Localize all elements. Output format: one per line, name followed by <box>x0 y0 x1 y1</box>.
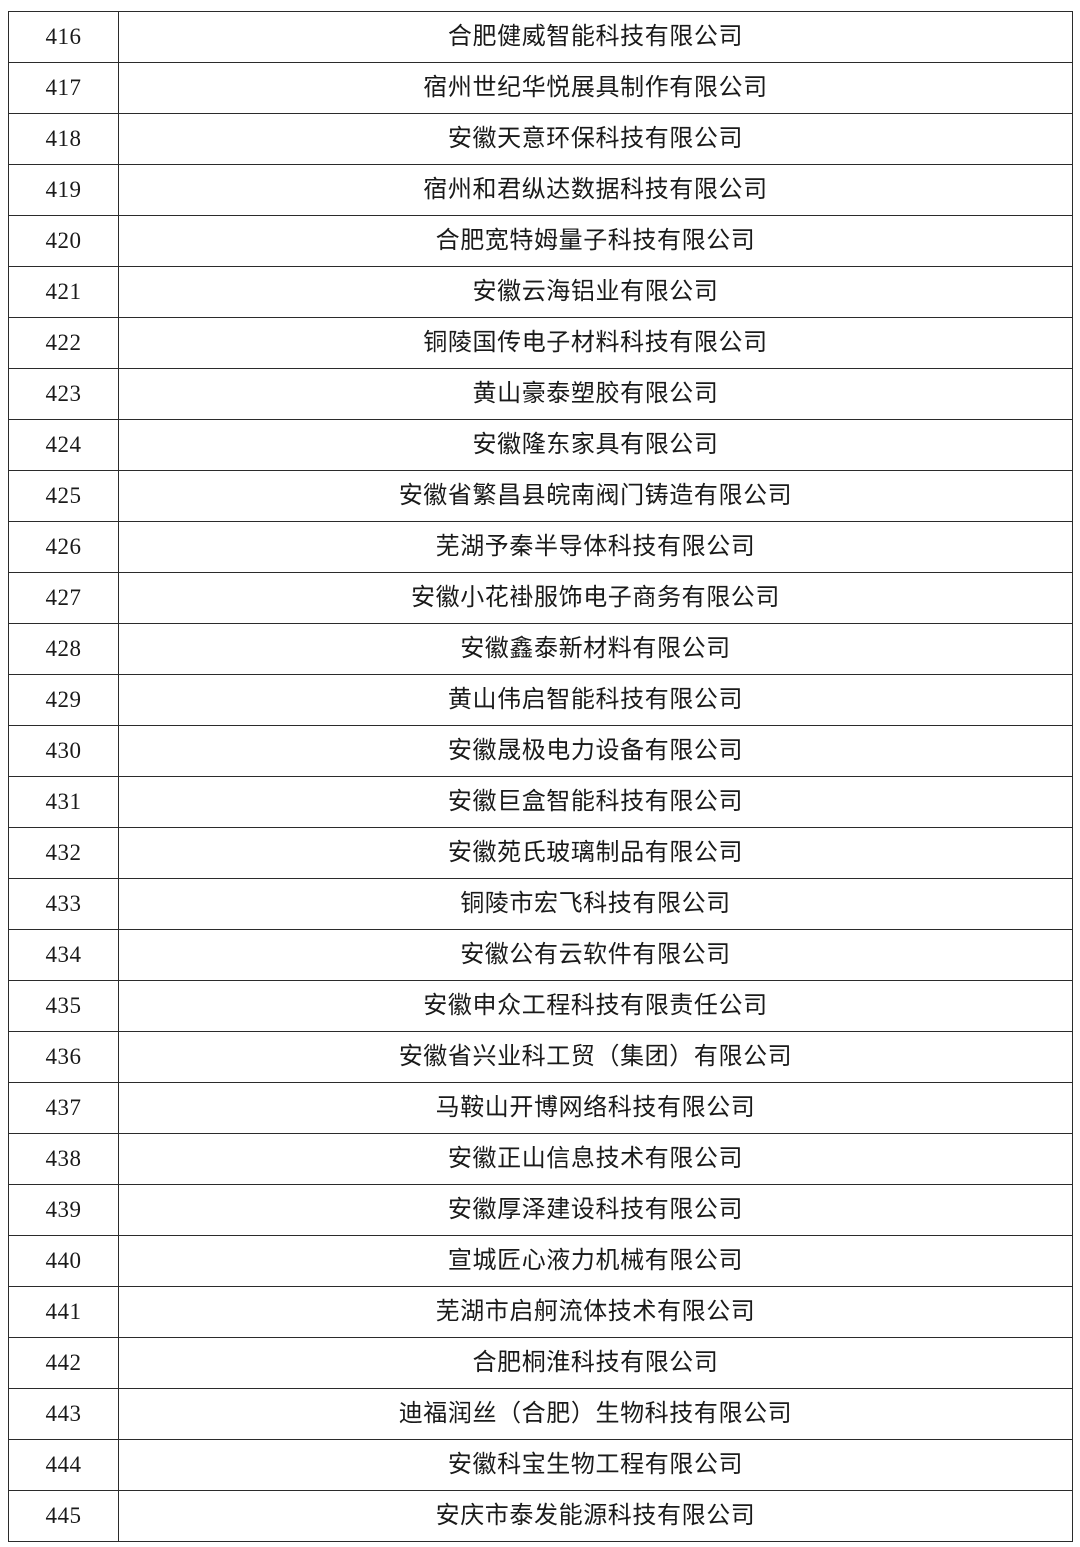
table-row: 418 安徽天意环保科技有限公司 <box>8 113 1073 165</box>
row-index-cell: 429 <box>8 674 119 726</box>
company-name-cell: 安徽巨盒智能科技有限公司 <box>118 776 1073 828</box>
company-name-cell: 芜湖市启舸流体技术有限公司 <box>118 1286 1073 1338</box>
row-index-cell: 443 <box>8 1388 119 1440</box>
table-row: 441 芜湖市启舸流体技术有限公司 <box>8 1286 1073 1338</box>
row-index-cell: 441 <box>8 1286 119 1338</box>
table-row: 425 安徽省繁昌县皖南阀门铸造有限公司 <box>8 470 1073 522</box>
row-index-cell: 444 <box>8 1439 119 1491</box>
row-index-cell: 427 <box>8 572 119 624</box>
table-row: 431 安徽巨盒智能科技有限公司 <box>8 776 1073 828</box>
table-row: 422 铜陵国传电子材料科技有限公司 <box>8 317 1073 369</box>
table-row: 428 安徽鑫泰新材料有限公司 <box>8 623 1073 675</box>
table-row: 433 铜陵市宏飞科技有限公司 <box>8 878 1073 930</box>
row-index-cell: 442 <box>8 1337 119 1389</box>
table-row: 417 宿州世纪华悦展具制作有限公司 <box>8 62 1073 114</box>
company-name-cell: 迪福润丝（合肥）生物科技有限公司 <box>118 1388 1073 1440</box>
table-row: 429 黄山伟启智能科技有限公司 <box>8 674 1073 726</box>
table-row: 435 安徽申众工程科技有限责任公司 <box>8 980 1073 1032</box>
row-index-cell: 440 <box>8 1235 119 1287</box>
company-name-cell: 合肥桐淮科技有限公司 <box>118 1337 1073 1389</box>
row-index-cell: 439 <box>8 1184 119 1236</box>
table-row: 419 宿州和君纵达数据科技有限公司 <box>8 164 1073 216</box>
table-row: 442 合肥桐淮科技有限公司 <box>8 1337 1073 1389</box>
table-row: 423 黄山豪泰塑胶有限公司 <box>8 368 1073 420</box>
row-index-cell: 425 <box>8 470 119 522</box>
company-name-cell: 安徽云海铝业有限公司 <box>118 266 1073 318</box>
row-index-cell: 438 <box>8 1133 119 1185</box>
company-name-cell: 安徽小花褂服饰电子商务有限公司 <box>118 572 1073 624</box>
company-name-cell: 安庆市泰发能源科技有限公司 <box>118 1490 1073 1542</box>
table-body: 416 合肥健威智能科技有限公司 417 宿州世纪华悦展具制作有限公司 418 安徽天意环… <box>8 11 1073 1542</box>
row-index-cell: 420 <box>8 215 119 267</box>
row-index-cell: 445 <box>8 1490 119 1542</box>
row-index-cell: 432 <box>8 827 119 879</box>
row-index-cell: 421 <box>8 266 119 318</box>
company-name-cell: 安徽厚泽建设科技有限公司 <box>118 1184 1073 1236</box>
table-row: 439 安徽厚泽建设科技有限公司 <box>8 1184 1073 1236</box>
table-row: 437 马鞍山开博网络科技有限公司 <box>8 1082 1073 1134</box>
table-row: 420 合肥宽特姆量子科技有限公司 <box>8 215 1073 267</box>
table-row: 444 安徽科宝生物工程有限公司 <box>8 1439 1073 1491</box>
company-name-cell: 黄山豪泰塑胶有限公司 <box>118 368 1073 420</box>
company-name-cell: 铜陵市宏飞科技有限公司 <box>118 878 1073 930</box>
table-row: 430 安徽晟极电力设备有限公司 <box>8 725 1073 777</box>
row-index-cell: 428 <box>8 623 119 675</box>
table-row: 421 安徽云海铝业有限公司 <box>8 266 1073 318</box>
row-index-cell: 424 <box>8 419 119 471</box>
row-index-cell: 419 <box>8 164 119 216</box>
company-name-cell: 铜陵国传电子材料科技有限公司 <box>118 317 1073 369</box>
table-row: 438 安徽正山信息技术有限公司 <box>8 1133 1073 1185</box>
table-row: 445 安庆市泰发能源科技有限公司 <box>8 1490 1073 1542</box>
company-name-cell: 安徽鑫泰新材料有限公司 <box>118 623 1073 675</box>
row-index-cell: 431 <box>8 776 119 828</box>
company-name-cell: 安徽天意环保科技有限公司 <box>118 113 1073 165</box>
table-row: 443 迪福润丝（合肥）生物科技有限公司 <box>8 1388 1073 1440</box>
table-row: 424 安徽隆东家具有限公司 <box>8 419 1073 471</box>
row-index-cell: 416 <box>8 11 119 63</box>
row-index-cell: 418 <box>8 113 119 165</box>
company-name-cell: 安徽科宝生物工程有限公司 <box>118 1439 1073 1491</box>
row-index-cell: 426 <box>8 521 119 573</box>
row-index-cell: 423 <box>8 368 119 420</box>
company-name-cell: 安徽申众工程科技有限责任公司 <box>118 980 1073 1032</box>
table-row: 427 安徽小花褂服饰电子商务有限公司 <box>8 572 1073 624</box>
row-index-cell: 434 <box>8 929 119 981</box>
company-list-table: 416 合肥健威智能科技有限公司 417 宿州世纪华悦展具制作有限公司 418 安徽天意环… <box>8 11 1073 1542</box>
company-name-cell: 安徽省繁昌县皖南阀门铸造有限公司 <box>118 470 1073 522</box>
company-name-cell: 合肥健威智能科技有限公司 <box>118 11 1073 63</box>
row-index-cell: 435 <box>8 980 119 1032</box>
company-name-cell: 安徽晟极电力设备有限公司 <box>118 725 1073 777</box>
row-index-cell: 417 <box>8 62 119 114</box>
table-row: 434 安徽公有云软件有限公司 <box>8 929 1073 981</box>
company-name-cell: 马鞍山开博网络科技有限公司 <box>118 1082 1073 1134</box>
company-name-cell: 宿州和君纵达数据科技有限公司 <box>118 164 1073 216</box>
company-name-cell: 合肥宽特姆量子科技有限公司 <box>118 215 1073 267</box>
company-name-cell: 黄山伟启智能科技有限公司 <box>118 674 1073 726</box>
table-row: 426 芜湖予秦半导体科技有限公司 <box>8 521 1073 573</box>
row-index-cell: 433 <box>8 878 119 930</box>
table-row: 432 安徽苑氏玻璃制品有限公司 <box>8 827 1073 879</box>
company-name-cell: 宿州世纪华悦展具制作有限公司 <box>118 62 1073 114</box>
row-index-cell: 430 <box>8 725 119 777</box>
company-name-cell: 安徽正山信息技术有限公司 <box>118 1133 1073 1185</box>
company-name-cell: 安徽苑氏玻璃制品有限公司 <box>118 827 1073 879</box>
table-row: 436 安徽省兴业科工贸（集团）有限公司 <box>8 1031 1073 1083</box>
company-name-cell: 宣城匠心液力机械有限公司 <box>118 1235 1073 1287</box>
company-name-cell: 安徽公有云软件有限公司 <box>118 929 1073 981</box>
company-name-cell: 芜湖予秦半导体科技有限公司 <box>118 521 1073 573</box>
row-index-cell: 436 <box>8 1031 119 1083</box>
row-index-cell: 437 <box>8 1082 119 1134</box>
company-name-cell: 安徽隆东家具有限公司 <box>118 419 1073 471</box>
table-row: 416 合肥健威智能科技有限公司 <box>8 11 1073 63</box>
company-name-cell: 安徽省兴业科工贸（集团）有限公司 <box>118 1031 1073 1083</box>
row-index-cell: 422 <box>8 317 119 369</box>
table-row: 440 宣城匠心液力机械有限公司 <box>8 1235 1073 1287</box>
